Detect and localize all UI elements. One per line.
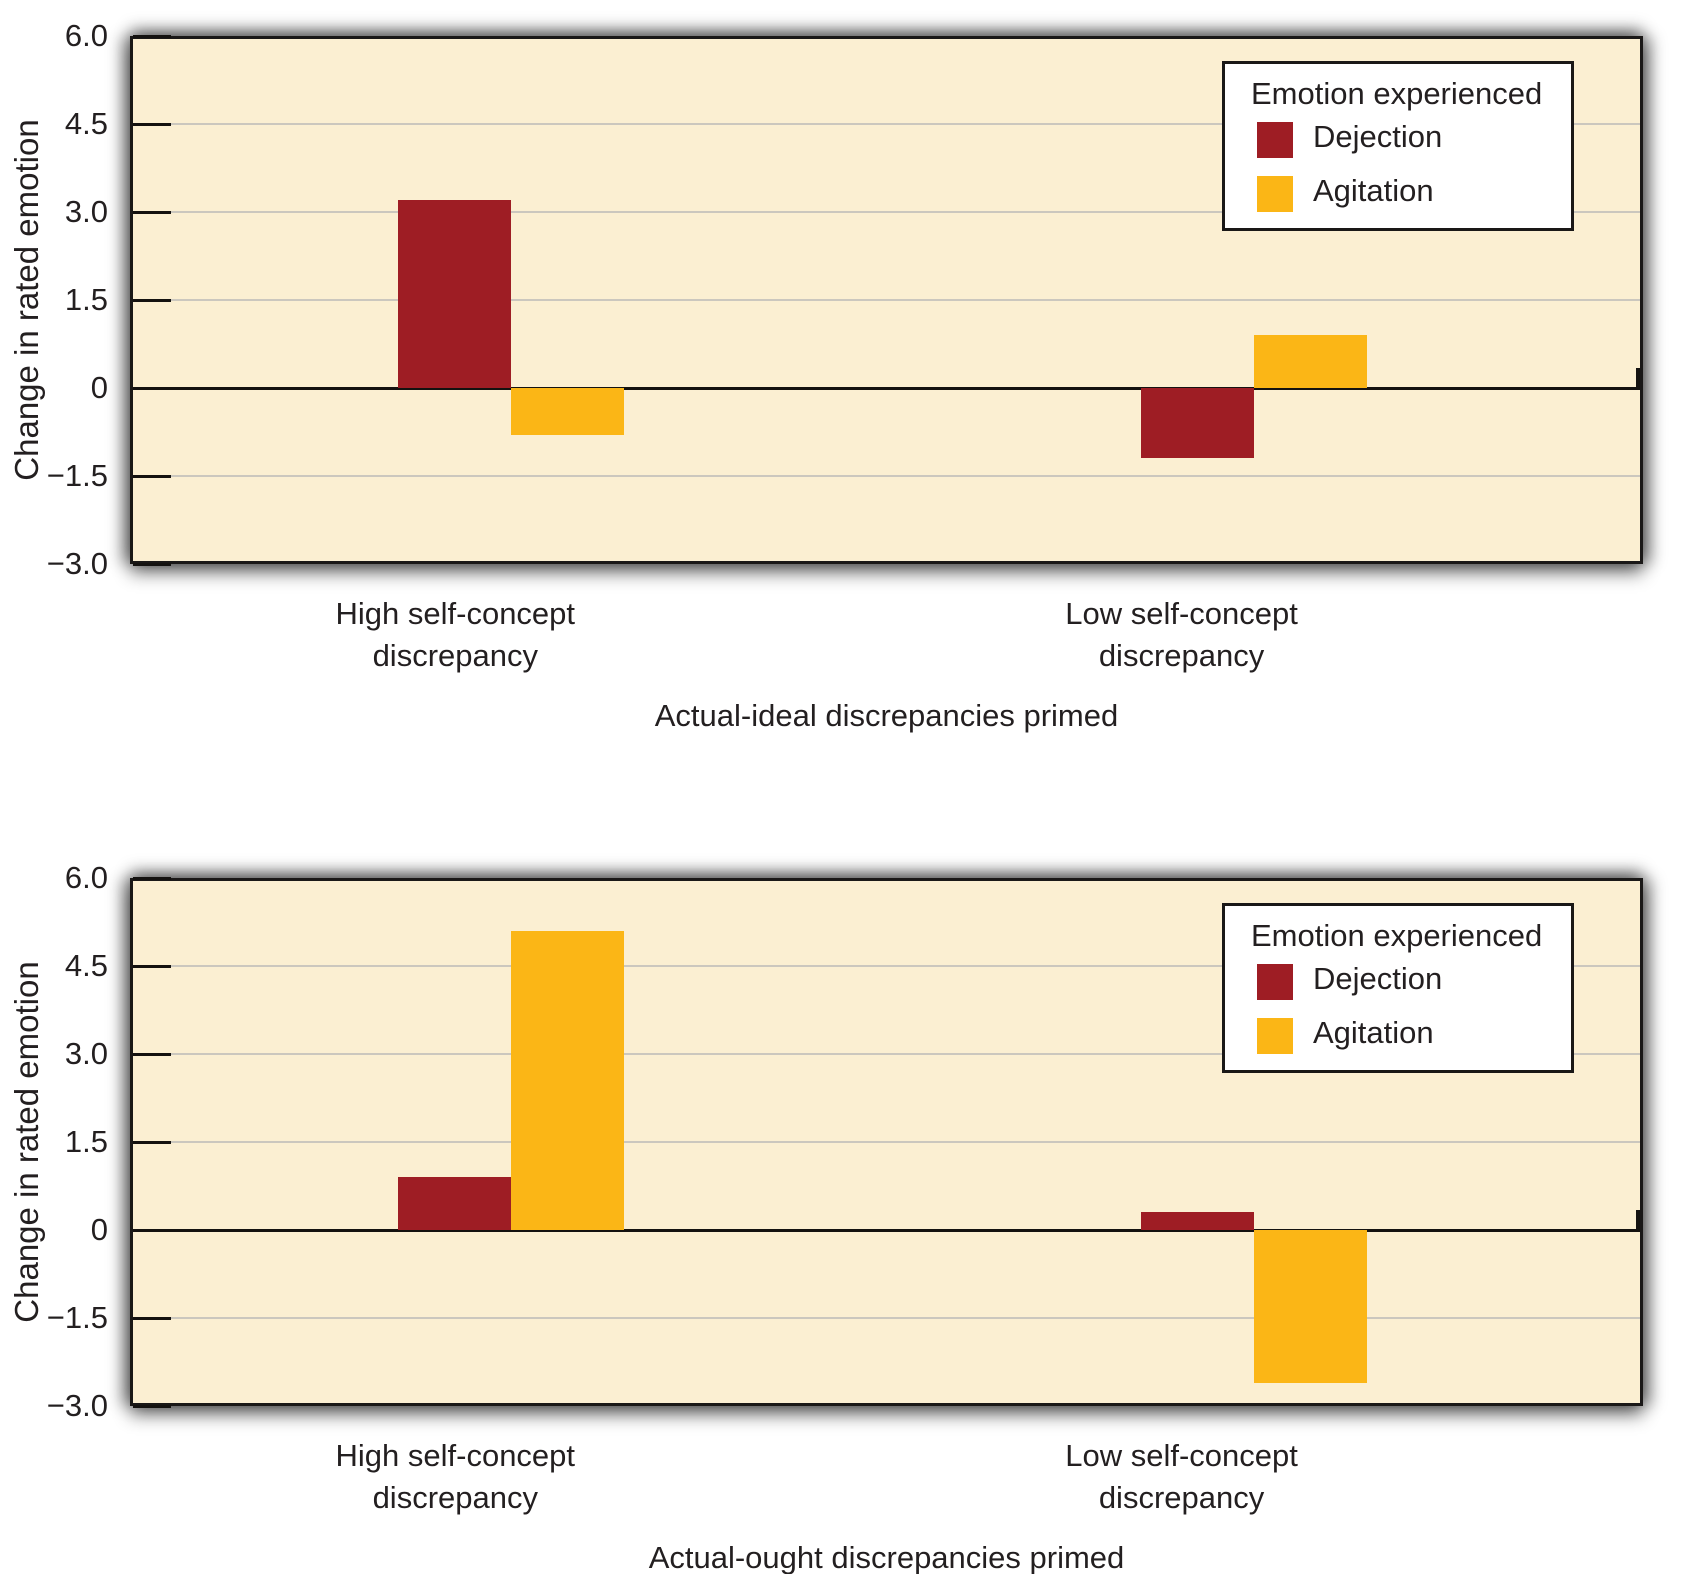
zero-right-tick xyxy=(1636,368,1640,388)
y-tick xyxy=(133,1052,171,1056)
legend-label-agitation: Agitation xyxy=(1313,1015,1434,1050)
legend-box: Emotion experienced Dejection Agitation xyxy=(1222,61,1574,231)
y-tick-label: 3.0 xyxy=(64,194,108,229)
y-tick xyxy=(133,1316,171,1320)
y-tick-label: −1.5 xyxy=(46,458,108,493)
category-label-low: Low self-concept discrepancy xyxy=(1065,596,1298,673)
y-tick xyxy=(133,122,171,126)
y-tick-label: 3.0 xyxy=(64,1036,108,1071)
y-tick xyxy=(133,34,171,38)
y-tick xyxy=(133,1140,171,1144)
zero-line xyxy=(133,1228,1640,1232)
category-label-high: High self-concept discrepancy xyxy=(335,596,576,673)
legend-label-dejection: Dejection xyxy=(1313,119,1443,154)
category-label-low: Low self-concept discrepancy xyxy=(1065,1438,1298,1515)
legend-swatch-dejection xyxy=(1257,122,1293,158)
y-tick-label: 0 xyxy=(90,370,108,405)
bar-agitation-low xyxy=(1254,335,1368,388)
legend-swatch-agitation xyxy=(1257,176,1293,212)
legend-label-dejection: Dejection xyxy=(1313,961,1443,996)
gridline xyxy=(133,299,1640,301)
y-tick-label: −1.5 xyxy=(46,1300,108,1335)
y-tick-label: 6.0 xyxy=(64,860,108,895)
bar-dejection-high xyxy=(398,200,512,388)
gridline xyxy=(133,1053,1640,1055)
bar-dejection-high xyxy=(398,1177,512,1230)
x-axis-title: Actual-ought discrepancies primed xyxy=(648,1540,1125,1574)
gridline xyxy=(133,1317,1640,1319)
legend-box: Emotion experienced Dejection Agitation xyxy=(1222,903,1574,1073)
gridline xyxy=(133,123,1640,125)
y-tick-label: 4.5 xyxy=(64,106,108,141)
y-tick xyxy=(133,876,171,880)
bar-dejection-low xyxy=(1141,388,1255,459)
zero-right-tick xyxy=(1636,1210,1640,1230)
y-tick xyxy=(133,964,171,968)
y-tick-label: −3.0 xyxy=(46,546,108,581)
bar-agitation-high xyxy=(511,388,625,435)
legend-label-agitation: Agitation xyxy=(1313,173,1434,208)
bar-agitation-low xyxy=(1254,1230,1368,1383)
y-axis-title: Change in rated emotion xyxy=(8,961,45,1323)
category-label-high: High self-concept discrepancy xyxy=(335,1438,576,1515)
zero-line xyxy=(133,386,1640,390)
y-tick xyxy=(133,210,171,214)
y-tick xyxy=(133,474,171,478)
gridline xyxy=(133,211,1640,213)
gridline xyxy=(133,1141,1640,1143)
legend-title: Emotion experienced xyxy=(1251,918,1543,953)
y-tick-label: 1.5 xyxy=(64,1124,108,1159)
legend-swatch-dejection xyxy=(1257,964,1293,1000)
y-tick-label: −3.0 xyxy=(46,1388,108,1423)
bar-dejection-low xyxy=(1141,1212,1255,1230)
y-tick xyxy=(133,562,171,566)
gridline xyxy=(133,965,1640,967)
y-tick-label: 4.5 xyxy=(64,948,108,983)
y-tick-label: 0 xyxy=(90,1212,108,1247)
y-tick xyxy=(133,298,171,302)
y-tick xyxy=(133,386,171,390)
y-tick-label: 6.0 xyxy=(64,18,108,53)
legend-swatch-agitation xyxy=(1257,1018,1293,1054)
bar-agitation-high xyxy=(511,930,625,1230)
y-tick xyxy=(133,1404,171,1408)
gridline xyxy=(133,475,1640,477)
y-tick xyxy=(133,1228,171,1232)
x-axis-title: Actual-ideal discrepancies primed xyxy=(654,698,1119,733)
y-tick-label: 1.5 xyxy=(64,282,108,317)
legend-title: Emotion experienced xyxy=(1251,76,1543,111)
